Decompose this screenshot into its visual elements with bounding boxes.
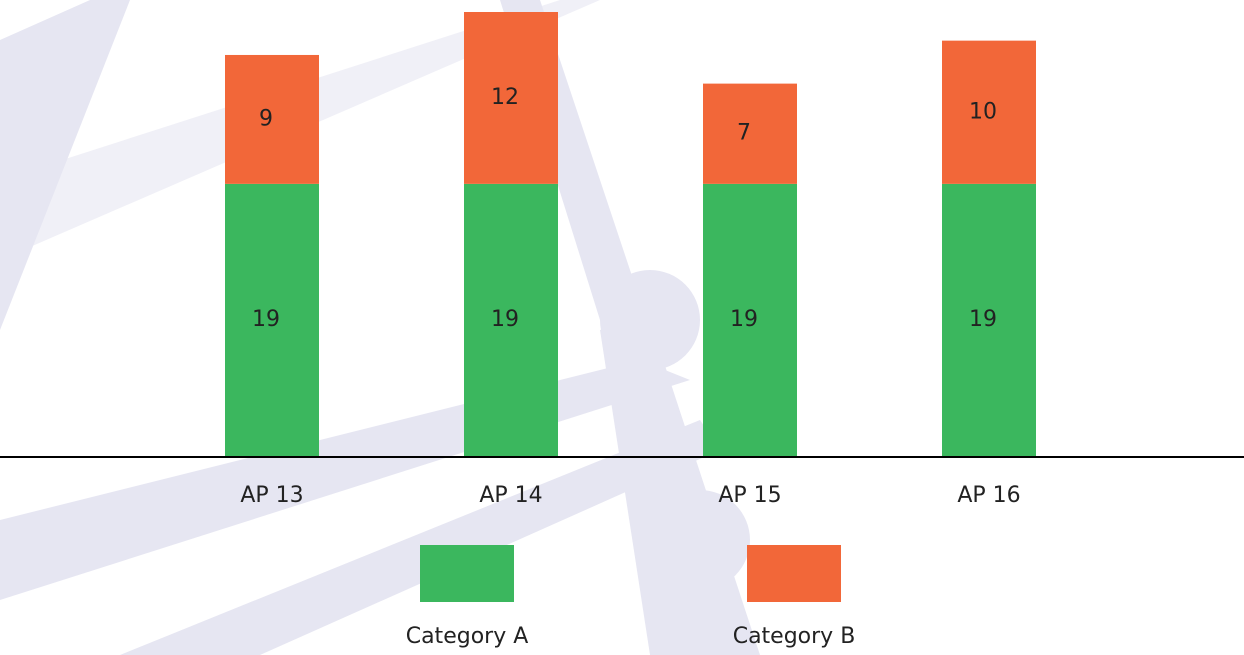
bar-segment: [942, 40, 1036, 184]
bar-segment: [942, 183, 1036, 456]
legend-swatch: [420, 545, 514, 602]
bar-segment: [464, 12, 558, 184]
bar-segment: [225, 54, 319, 184]
x-tick-label: AP 13: [240, 483, 303, 508]
bar-segment: [703, 183, 797, 456]
value-label: 12: [491, 85, 519, 110]
value-label: 19: [252, 307, 280, 332]
value-label: 19: [491, 307, 519, 332]
bar-segment: [464, 183, 558, 456]
legend-swatch: [747, 545, 841, 602]
x-tick-label: AP 16: [957, 483, 1020, 508]
value-label: 10: [969, 99, 997, 124]
value-label: 19: [969, 307, 997, 332]
legend-label: Category A: [406, 624, 529, 649]
value-label: 7: [737, 121, 751, 146]
bar-segment: [703, 83, 797, 184]
background-decoration: [0, 0, 760, 655]
bar-segment: [225, 183, 319, 456]
value-label: 9: [259, 106, 273, 131]
x-tick-label: AP 15: [718, 483, 781, 508]
value-label: 19: [730, 307, 758, 332]
x-tick-label: AP 14: [479, 483, 542, 508]
legend-label: Category B: [733, 624, 856, 649]
